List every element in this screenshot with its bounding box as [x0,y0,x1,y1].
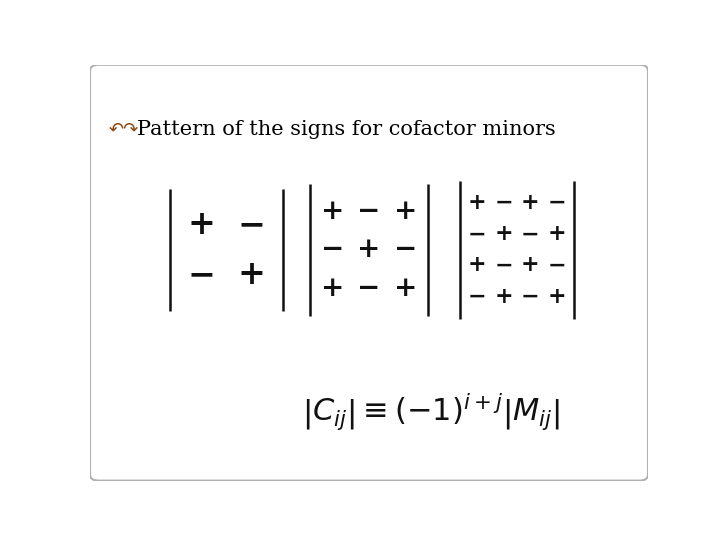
Text: +: + [521,192,539,214]
Text: +: + [321,274,344,301]
Text: −: − [188,258,215,291]
Text: +: + [467,254,486,276]
Text: −: − [238,208,266,241]
Text: −: − [521,286,539,308]
Text: +: + [467,192,486,214]
Text: −: − [357,274,381,301]
Text: +: + [321,198,344,225]
Text: +: + [548,286,567,308]
Text: −: − [548,254,567,276]
FancyBboxPatch shape [90,65,648,481]
Text: ↶↷: ↶↷ [108,120,139,138]
Text: −: − [357,198,381,225]
Text: +: + [494,223,513,245]
Text: +: + [521,254,539,276]
Text: Pattern of the signs for cofactor minors: Pattern of the signs for cofactor minors [138,120,556,139]
Text: $\left|C_{ij}\right| \equiv \left(-1\right)^{i+j}\left|M_{ij}\right|$: $\left|C_{ij}\right| \equiv \left(-1\rig… [302,392,560,433]
Text: +: + [188,208,215,241]
Text: +: + [238,258,266,291]
Text: −: − [494,192,513,214]
Text: +: + [394,274,417,301]
Text: +: + [394,198,417,225]
Text: −: − [548,192,567,214]
Text: +: + [494,286,513,308]
Text: +: + [357,237,381,264]
Text: −: − [521,223,539,245]
Text: −: − [467,223,486,245]
Text: −: − [394,237,417,264]
Text: −: − [321,237,344,264]
Text: −: − [467,286,486,308]
Text: −: − [494,254,513,276]
Text: +: + [548,223,567,245]
